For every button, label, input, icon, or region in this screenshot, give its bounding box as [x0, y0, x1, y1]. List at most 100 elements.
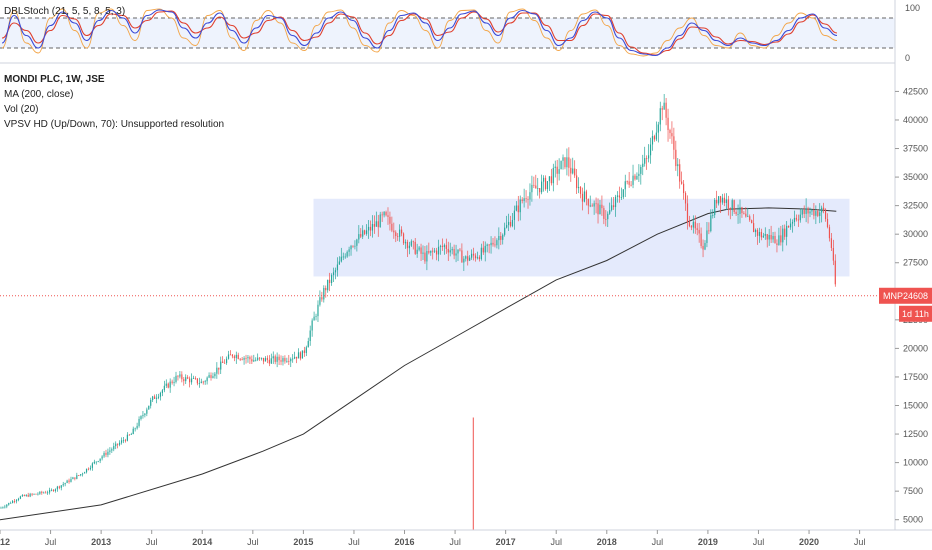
candle-body	[175, 375, 177, 382]
candle-body	[268, 359, 270, 364]
candle-body	[589, 205, 591, 207]
price-pane[interactable]: MONDI PLC, 1W, JSE MA (200, close) Vol (…	[0, 74, 895, 530]
candle-body	[379, 214, 381, 228]
candle-body	[817, 211, 819, 216]
candle-body	[418, 247, 420, 250]
candle-body	[682, 183, 685, 194]
candle-body	[509, 221, 512, 227]
candle-body	[482, 247, 484, 253]
candle-body	[336, 264, 339, 271]
price-tick-label: 40000	[903, 115, 928, 125]
candle-body	[29, 493, 31, 497]
candle-body	[719, 196, 722, 203]
candle-body	[465, 256, 467, 259]
candle-body	[171, 381, 173, 383]
candle-body	[43, 492, 45, 494]
time-axis[interactable]: 2012 Jul 2013 Jul 2014 Jul 2015 Jul 2016 Jul 2017 J…	[0, 529, 932, 547]
candle-body	[78, 475, 80, 476]
time-tick-label: 2012	[0, 537, 10, 547]
candle-body	[198, 383, 200, 384]
candle-body	[832, 247, 834, 261]
time-tick-label: 2016	[395, 537, 415, 547]
candle-body	[622, 189, 624, 198]
candle-body	[811, 209, 813, 212]
candle-body	[554, 166, 556, 168]
candle-body	[111, 449, 113, 451]
candle-body	[10, 502, 12, 504]
candle-body	[202, 381, 204, 383]
candle-body	[354, 245, 356, 247]
candle-body	[154, 396, 156, 399]
candle-body	[443, 245, 445, 247]
candle-body	[542, 177, 545, 182]
candle-body	[665, 102, 667, 118]
candle-body	[95, 461, 97, 463]
candle-body	[776, 243, 778, 245]
candle-body	[469, 257, 471, 261]
candle-body	[432, 250, 434, 252]
candle-body	[159, 392, 162, 397]
candle-body	[93, 461, 95, 464]
candle-body	[661, 108, 663, 110]
candle-body	[667, 117, 669, 131]
candle-body	[134, 428, 136, 430]
candle-body	[828, 227, 831, 239]
price-axis[interactable]: 5000750010000125001500017500200002250025…	[879, 0, 932, 530]
time-tick-label: Jul	[348, 537, 360, 547]
candle-body	[566, 157, 568, 168]
candle-body	[515, 205, 517, 211]
candle-body	[529, 192, 531, 200]
candle-body	[498, 236, 500, 241]
candle-body	[231, 354, 234, 357]
stochastic-pane[interactable]: DBLStoch (21, 5, 5, 8, 5, 3) 100 0	[0, 3, 920, 63]
candle-body	[688, 222, 691, 227]
candle-body	[62, 484, 64, 486]
candle-body	[593, 203, 595, 207]
candle-body	[784, 228, 786, 237]
candle-body	[426, 250, 428, 262]
candle-body	[12, 500, 14, 503]
candle-body	[401, 229, 403, 234]
candle-body	[200, 381, 202, 384]
candle-body	[595, 203, 597, 205]
candle-body	[511, 219, 514, 227]
candle-body	[321, 297, 323, 300]
candle-body	[537, 188, 539, 189]
candle-body	[319, 297, 321, 305]
candle-body	[317, 304, 319, 317]
candle-body	[788, 225, 790, 228]
candle-body	[484, 245, 486, 253]
candle-body	[365, 230, 368, 234]
candle-body	[404, 241, 407, 244]
candle-body	[671, 133, 673, 137]
candle-body	[457, 249, 459, 254]
current-price-symbol: MNP	[883, 291, 903, 301]
candle-body	[630, 184, 632, 186]
candle-body	[651, 136, 654, 145]
candle-body	[204, 381, 206, 383]
candle-body	[677, 164, 679, 167]
candle-body	[6, 504, 8, 507]
candle-body	[358, 234, 360, 240]
candle-body	[718, 196, 720, 204]
candle-body	[437, 246, 440, 255]
candle-body	[560, 160, 562, 170]
candle-body	[253, 360, 255, 362]
current-price-tag[interactable]: MNP 24608 1d 11h	[879, 287, 932, 322]
candle-body	[167, 383, 169, 388]
candle-body	[181, 374, 183, 380]
candle-body	[519, 199, 521, 213]
candle-body	[762, 235, 764, 238]
candle-body	[558, 169, 560, 174]
candle-body	[2, 507, 4, 509]
candle-body	[611, 205, 613, 211]
candle-body	[517, 205, 519, 213]
candle-body	[579, 186, 582, 194]
candle-body	[494, 244, 496, 246]
candle-body	[686, 203, 689, 223]
candle-body	[552, 167, 554, 184]
candle-body	[570, 167, 572, 174]
candle-body	[338, 261, 340, 265]
candle-body	[340, 256, 342, 262]
